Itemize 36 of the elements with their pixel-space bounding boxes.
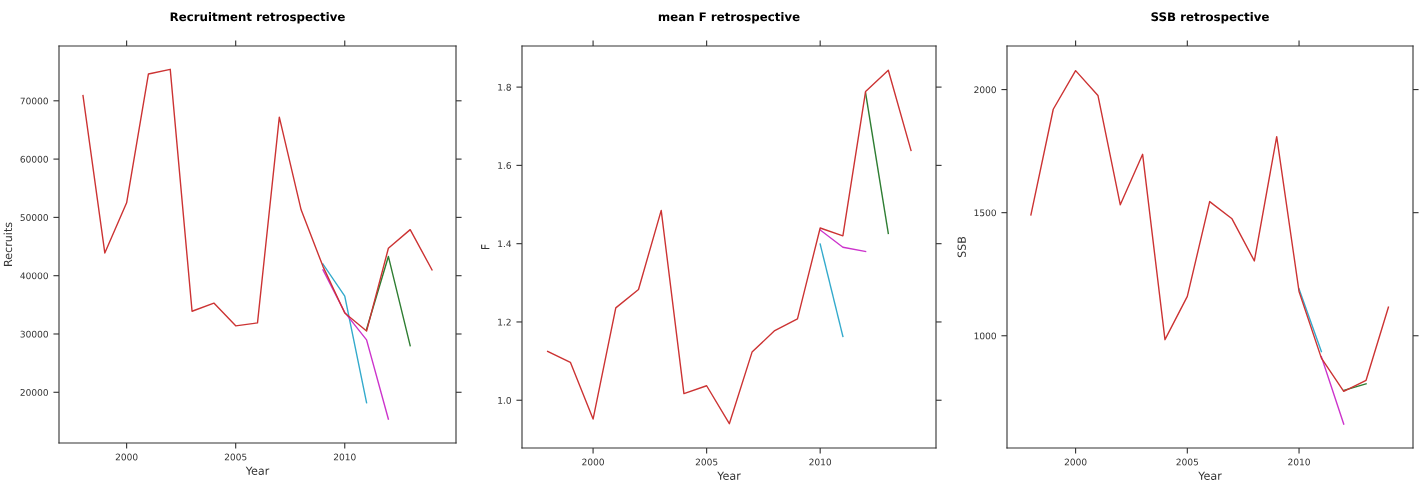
y-tick-label: 70000 [20, 97, 48, 105]
y-tick-label: 1.6 [498, 162, 512, 169]
x-tick-label: 2005 [695, 458, 718, 466]
y-tick-label: 1.0 [498, 396, 511, 404]
chart-title: mean F retrospective [658, 12, 800, 24]
x-tick-label: 2000 [1064, 458, 1087, 466]
y-tick-label: 30000 [20, 330, 48, 338]
x-axis-title: Year [1198, 471, 1222, 480]
y-tick-label: 40000 [20, 272, 48, 280]
x-tick-label: 2005 [224, 453, 247, 461]
y-axis-title: Recruits [3, 222, 13, 266]
y-axis-title: F̄ [481, 244, 490, 250]
chart-title: Recruitment retrospective [170, 12, 345, 24]
chart-title: SSB retrospective [1151, 12, 1269, 24]
x-tick-label: 2000 [115, 453, 138, 461]
y-tick-label: 60000 [20, 155, 48, 163]
x-axis-title: Year [245, 466, 270, 475]
x-tick-label: 2010 [1288, 458, 1310, 466]
line-series [82, 68, 433, 332]
x-tick-label: 2010 [333, 453, 356, 461]
y-tick-label: 50000 [20, 214, 48, 221]
line-series [322, 269, 390, 420]
line-series [1030, 69, 1390, 393]
y-tick-label: 1.4 [498, 240, 512, 248]
y-tick-label: 20000 [20, 389, 48, 396]
y-axis-title: SSB [957, 236, 966, 258]
y-tick-label: 1500 [974, 209, 996, 217]
x-tick-label: 2010 [809, 458, 832, 466]
x-tick-label: 2005 [1176, 458, 1199, 466]
x-axis-title: Year [717, 471, 741, 480]
x-tick-label: 2000 [582, 458, 604, 466]
y-tick-label: 1000 [974, 332, 996, 340]
y-tick-label: 2000 [974, 86, 996, 94]
line-series [546, 69, 912, 425]
y-tick-label: 1.2 [498, 318, 511, 326]
y-tick-label: 1.8 [498, 83, 511, 91]
